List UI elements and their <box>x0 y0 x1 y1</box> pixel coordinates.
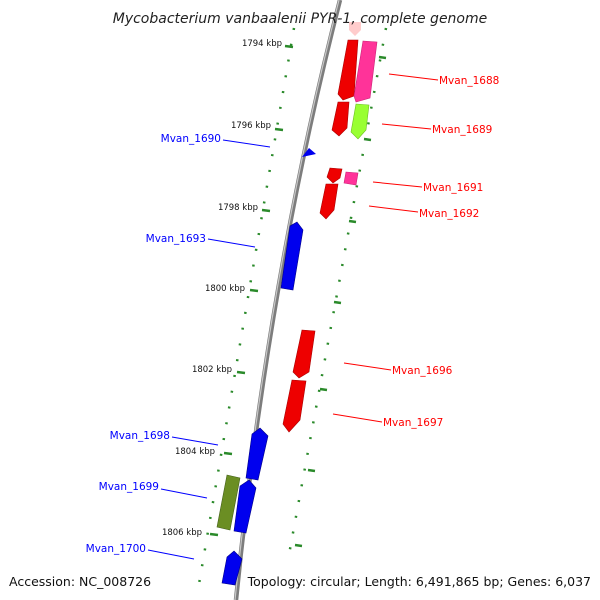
outer-tick-track <box>286 27 388 561</box>
kbp-label: 1796 kbp <box>231 121 271 131</box>
gene-label-mvan-1699: Mvan_1699 <box>99 481 159 493</box>
gene-label-mvan-1697: Mvan_1697 <box>383 417 443 429</box>
outer-tick <box>307 468 316 473</box>
inner-tick <box>274 127 284 132</box>
inner-tick <box>209 532 219 537</box>
gene-arrow-mvan-1688 <box>337 39 359 101</box>
callout-line <box>160 488 208 499</box>
map-title: Mycobacterium vanbaalenii PYR-1, complet… <box>113 11 488 27</box>
gene-arrow-mvan-1690 <box>302 148 316 157</box>
forward-gene-labels: Mvan_1688 Mvan_1689 Mvan_1691 Mvan_1692 … <box>332 73 499 429</box>
callout-line <box>372 181 423 188</box>
gene-arrow-mvan-1698 <box>245 427 269 481</box>
kbp-label: 1800 kbp <box>205 284 245 294</box>
callout-line <box>388 73 439 81</box>
gene-arrow-mvan-1699a <box>216 474 241 531</box>
inner-tick <box>223 451 233 456</box>
gene-arrow-mvan-1692 <box>319 183 339 220</box>
gene-arrow-mvan-1689 <box>350 103 370 140</box>
gene-label-mvan-1692: Mvan_1692 <box>419 208 479 220</box>
callout-line <box>207 238 256 248</box>
reverse-genes <box>216 148 316 586</box>
inner-tick <box>249 288 259 293</box>
inner-tick <box>236 370 246 375</box>
inner-tick-track <box>196 27 296 591</box>
kbp-label: 1802 kbp <box>192 365 232 375</box>
accession-text: Accession: NC_008726 <box>9 574 151 589</box>
kbp-label: 1804 kbp <box>175 447 215 457</box>
outer-tick <box>363 137 372 142</box>
outer-tick <box>319 387 328 392</box>
outer-tick <box>333 300 342 305</box>
gene-arrow-partial <box>349 22 361 36</box>
gene-label-mvan-1689: Mvan_1689 <box>432 124 492 136</box>
gene-label-mvan-1693: Mvan_1693 <box>146 233 206 245</box>
kbp-label: 1798 kbp <box>218 203 258 213</box>
forward-genes <box>282 22 378 433</box>
gene-label-mvan-1691: Mvan_1691 <box>423 182 483 194</box>
inner-major-ticks <box>209 44 294 537</box>
callout-line <box>332 413 383 423</box>
gene-label-mvan-1696: Mvan_1696 <box>392 365 453 377</box>
kbp-label: 1794 kbp <box>242 39 282 49</box>
gene-label-mvan-1698: Mvan_1698 <box>110 430 170 442</box>
gene-arrow-mvan-1693 <box>280 221 304 291</box>
gene-arrow-mvan-1691a <box>326 167 343 184</box>
gene-arrow-mvan-1697 <box>282 379 307 433</box>
callout-line <box>147 549 195 560</box>
gene-label-mvan-1690: Mvan_1690 <box>161 133 221 145</box>
genome-backbone <box>233 0 343 600</box>
outer-tick <box>294 543 303 548</box>
gene-arrow-magenta-1 <box>353 40 378 103</box>
kbp-label: 1806 kbp <box>162 528 202 538</box>
callout-line <box>343 362 392 371</box>
gene-label-mvan-1700: Mvan_1700 <box>86 543 146 555</box>
kbp-labels: 1794 kbp 1796 kbp 1798 kbp 1800 kbp 1802… <box>162 39 282 538</box>
reverse-gene-labels: Mvan_1690 Mvan_1693 Mvan_1698 Mvan_1699 … <box>86 133 271 560</box>
callout-line <box>171 436 219 446</box>
callout-line <box>381 123 432 130</box>
outer-major-ticks <box>294 55 387 548</box>
inner-tick <box>284 44 294 49</box>
gene-arrow-mvan-1700 <box>221 550 243 586</box>
gene-arrow-mvan-1691 <box>343 171 359 186</box>
gene-arrow-mvan-1699 <box>233 479 257 534</box>
callout-line <box>368 205 419 213</box>
topology-text: Topology: circular; Length: 6,491,865 bp… <box>247 574 591 589</box>
gene-label-mvan-1688: Mvan_1688 <box>439 75 499 87</box>
gene-arrow-mvan-1696 <box>292 329 316 379</box>
gene-arrow-mvan-1689a <box>331 101 350 137</box>
callout-line <box>222 139 271 148</box>
outer-tick <box>378 55 387 60</box>
outer-tick <box>348 219 357 224</box>
inner-tick <box>261 208 271 213</box>
